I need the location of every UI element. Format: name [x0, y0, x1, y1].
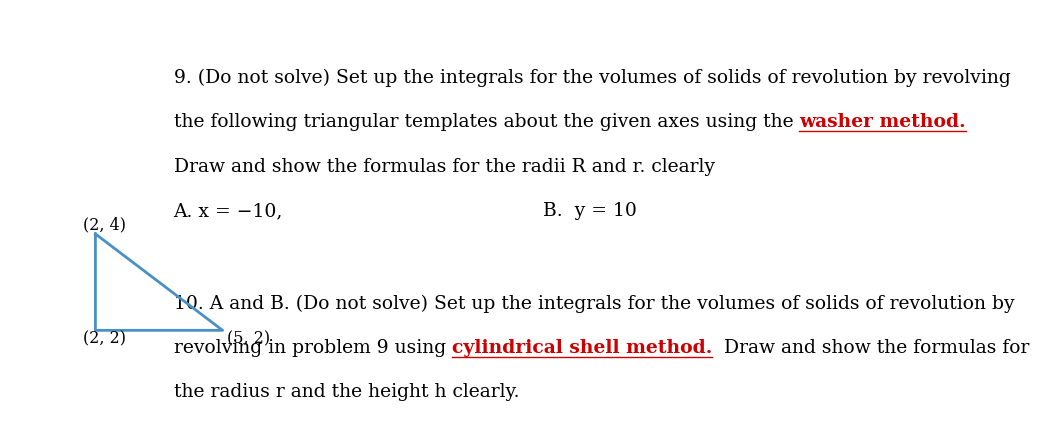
Text: cylindrical shell method.: cylindrical shell method. [452, 339, 712, 357]
Text: A. x = −10,: A. x = −10, [174, 202, 283, 220]
Text: 9. (Do not solve) Set up the integrals for the volumes of solids of revolution b: 9. (Do not solve) Set up the integrals f… [174, 69, 1010, 87]
Text: the radius r and the height h clearly.: the radius r and the height h clearly. [174, 383, 519, 401]
Text: 10. A and B. (Do not solve) Set up the integrals for the volumes of solids of re: 10. A and B. (Do not solve) Set up the i… [174, 294, 1014, 313]
Text: washer method.: washer method. [799, 113, 966, 131]
Text: Draw and show the formulas for: Draw and show the formulas for [712, 339, 1029, 357]
Text: revolving in problem 9 using: revolving in problem 9 using [174, 339, 452, 357]
Text: Draw and show the formulas for the radii R and r. clearly: Draw and show the formulas for the radii… [174, 158, 714, 175]
Text: (5, 2): (5, 2) [227, 331, 270, 348]
Text: (2, 2): (2, 2) [83, 331, 126, 348]
Text: B.  y = 10: B. y = 10 [543, 202, 637, 220]
Text: (2, 4): (2, 4) [83, 216, 126, 233]
Text: the following triangular templates about the given axes using the: the following triangular templates about… [174, 113, 799, 131]
